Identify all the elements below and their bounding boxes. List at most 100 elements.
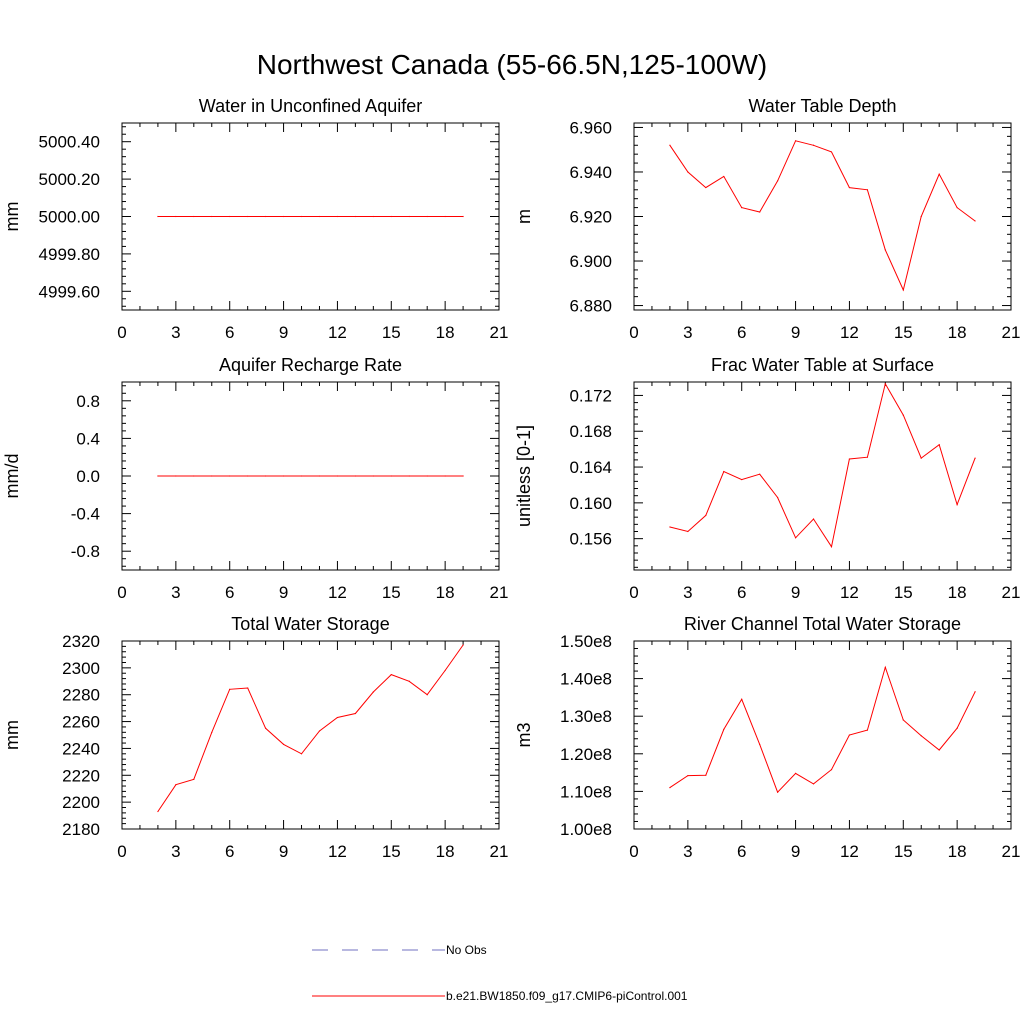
data-point: [211, 215, 213, 218]
series-line: [157, 644, 464, 812]
chart-panel: Water Table Depth m 0 3 6 9 12 15 18 21 6.880 6.900…: [514, 96, 1020, 342]
data-point: [408, 215, 410, 218]
data-point: [777, 180, 779, 182]
data-point: [354, 475, 356, 477]
y-tick-label: 4999.60: [39, 282, 100, 301]
data-point: [408, 680, 410, 682]
panel-title: Water Table Depth: [748, 96, 896, 116]
y-tick-label: 1.30e8: [560, 707, 612, 726]
legend-label-model-run: b.e21.BW1850.f09_g17.CMIP6-piControl.001: [446, 989, 688, 1003]
data-point: [318, 475, 321, 477]
data-point: [687, 171, 689, 173]
x-tick-label: 3: [171, 583, 180, 602]
y-tick-label: 1.10e8: [560, 782, 612, 801]
data-point: [687, 775, 689, 777]
x-tick-label: 0: [629, 583, 638, 602]
x-tick-label: 12: [840, 842, 859, 861]
x-tick-label: 12: [840, 323, 859, 342]
data-point: [777, 496, 779, 499]
data-point: [830, 768, 833, 771]
data-point: [372, 691, 374, 693]
data-point: [669, 787, 671, 789]
y-tick-label: 0.168: [569, 422, 612, 441]
series-line: [669, 140, 976, 292]
data-point: [830, 546, 833, 548]
y-axis-label: mm: [2, 720, 22, 750]
data-point: [282, 743, 285, 746]
plot-frame: [633, 381, 1012, 571]
data-point: [211, 475, 213, 477]
data-point: [426, 475, 428, 477]
y-tick-label: 2200: [62, 793, 100, 812]
panel-title: Frac Water Table at Surface: [711, 355, 934, 375]
x-tick-label: 6: [225, 323, 234, 342]
data-point: [175, 475, 177, 477]
data-point: [938, 749, 940, 751]
data-point: [247, 687, 249, 689]
x-tick-label: 3: [171, 842, 180, 861]
x-tick-label: 12: [328, 842, 347, 861]
data-point: [723, 470, 725, 473]
data-point: [866, 456, 868, 458]
data-point: [741, 698, 743, 700]
data-point: [723, 175, 725, 178]
data-point: [318, 215, 321, 218]
x-tick-label: 0: [117, 323, 126, 342]
y-tick-label: 0.0: [76, 467, 100, 486]
data-point: [902, 719, 904, 721]
x-tick-label: 21: [490, 583, 509, 602]
x-tick-label: 9: [791, 842, 800, 861]
data-point: [741, 478, 743, 481]
data-point: [741, 206, 743, 209]
x-tick-label: 3: [683, 323, 692, 342]
legend-label-no-obs: No Obs: [446, 943, 487, 957]
data-point: [902, 289, 904, 291]
y-tick-label: 0.160: [569, 494, 612, 513]
x-tick-label: 3: [683, 842, 692, 861]
data-point: [866, 189, 868, 191]
data-point: [956, 504, 958, 506]
y-tick-label: 6.880: [569, 297, 612, 316]
x-tick-label: 9: [279, 323, 288, 342]
data-point: [848, 458, 851, 460]
data-point: [938, 173, 940, 175]
data-point: [265, 215, 267, 218]
data-point: [354, 712, 356, 715]
data-point: [282, 475, 285, 477]
data-point: [920, 215, 922, 218]
data-point: [777, 791, 779, 793]
data-point: [193, 215, 195, 218]
data-point: [408, 475, 410, 477]
data-point: [705, 774, 707, 776]
data-point: [354, 215, 356, 218]
x-tick-label: 6: [225, 842, 234, 861]
y-tick-label: -0.4: [71, 505, 100, 524]
x-tick-label: 18: [948, 583, 967, 602]
data-point: [157, 475, 159, 477]
data-point: [265, 475, 267, 477]
x-tick-label: 6: [737, 583, 746, 602]
data-point: [902, 414, 904, 416]
chart-panels: Water in Unconfined Aquifer mm 0 3 6 9 12 15 18 2…: [2, 96, 1020, 861]
data-point: [974, 457, 976, 459]
data-point: [372, 215, 374, 218]
data-point: [336, 475, 339, 477]
data-point: [390, 673, 392, 676]
y-tick-label: 1.20e8: [560, 745, 612, 764]
data-point: [300, 753, 303, 755]
x-tick-label: 9: [791, 323, 800, 342]
panel-title: Total Water Storage: [231, 614, 389, 634]
x-tick-label: 0: [117, 583, 126, 602]
x-tick-label: 12: [328, 323, 347, 342]
data-point: [247, 215, 249, 218]
y-tick-label: -0.8: [71, 542, 100, 561]
x-tick-label: 15: [894, 323, 913, 342]
series-line: [669, 665, 976, 794]
y-tick-label: 1.40e8: [560, 670, 612, 689]
x-tick-label: 21: [490, 323, 509, 342]
data-point: [193, 778, 195, 780]
x-tick-label: 18: [436, 323, 455, 342]
chart-panel: Total Water Storage mm 0 3 6 9 12 15 18 21 2180 220…: [2, 614, 508, 861]
data-point: [884, 666, 886, 668]
